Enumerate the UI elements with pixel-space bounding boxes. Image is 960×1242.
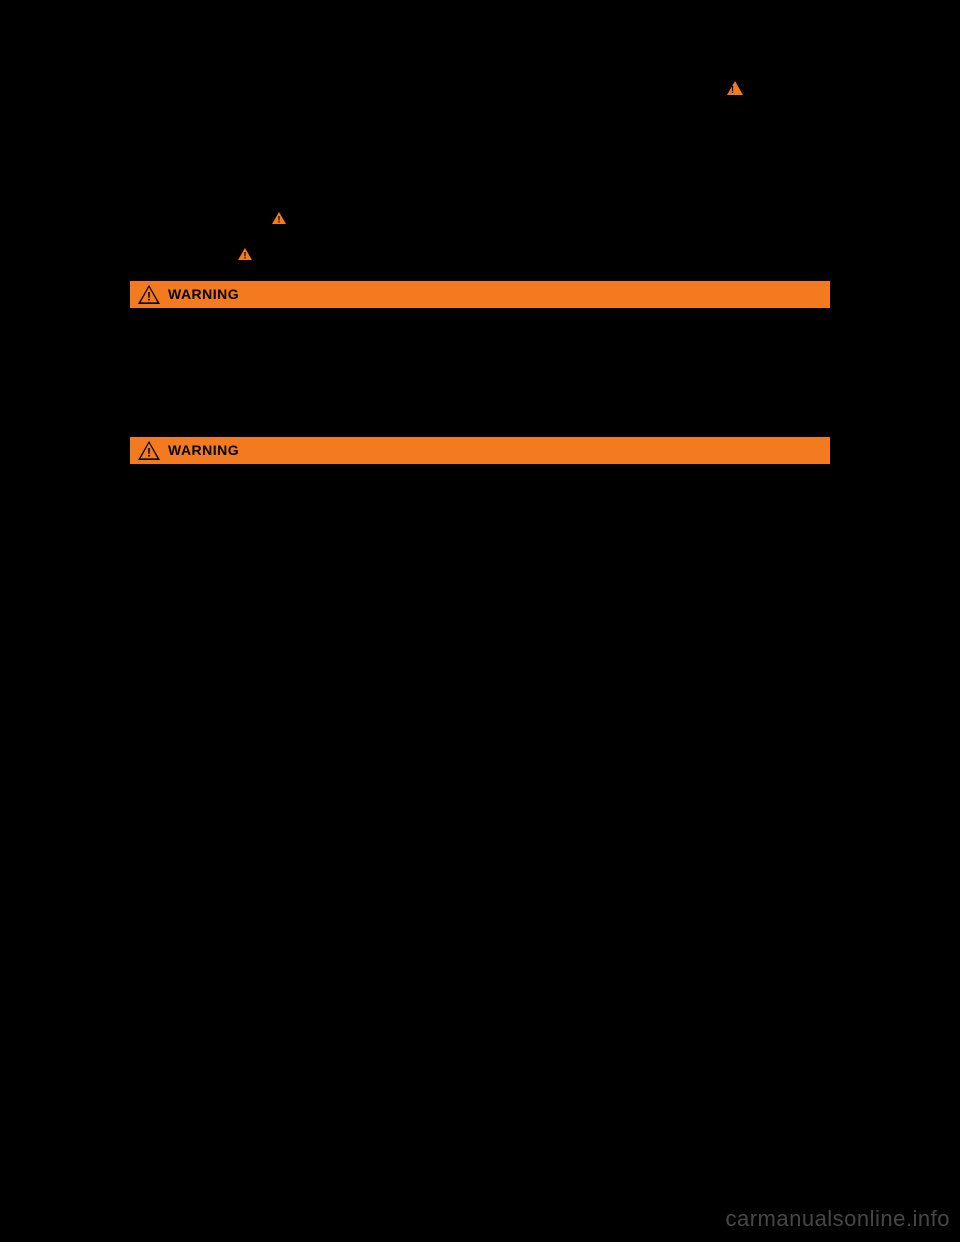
alert-triangle-icon: ! [138,285,160,304]
header-safety-text: SAFETY [749,80,830,95]
svg-text:!: ! [244,251,247,261]
page-content: 6 ! SAFETY The following signal words an… [130,80,830,569]
alert-triangle-icon: ! [138,441,160,460]
svg-text:!: ! [277,215,280,225]
safety-alert-title: Safety Alert Symbol [130,183,830,198]
alert-triangle-icon: ! [727,81,743,95]
safety-alert-para2: When you see the ! symbol on your vehicl… [130,244,830,266]
safe-riding-text: POLARIS is concerned for the safety of i… [130,383,830,423]
safe-riding-title: Safe Riding Guidelines [130,358,830,373]
warning-bar-2: ! WARNING [130,437,830,464]
page-header: 6 ! SAFETY [130,80,830,95]
alert-triangle-icon: ! [272,210,286,230]
warning-2-text: Failure to follow the warnings and guide… [130,474,830,555]
svg-text:!: ! [731,85,739,95]
intro-paragraph: The following signal words and symbols a… [130,125,830,165]
header-safety-label: ! SAFETY [727,80,830,95]
svg-text:!: ! [147,445,151,459]
warning-label-2: WARNING [168,442,239,458]
svg-text:!: ! [147,289,151,303]
watermark: carmanualsonline.info [725,1206,950,1232]
warning-bar-1: ! WARNING [130,281,830,308]
alert-triangle-icon: ! [238,246,252,266]
warning-label-1: WARNING [168,286,239,302]
safety-alert-para1: The safety alert symbol, !, indicates a … [130,208,830,230]
warning-1-text: A WARNING indicates a hazardous situatio… [130,318,830,338]
page-number: 6 [130,80,137,95]
